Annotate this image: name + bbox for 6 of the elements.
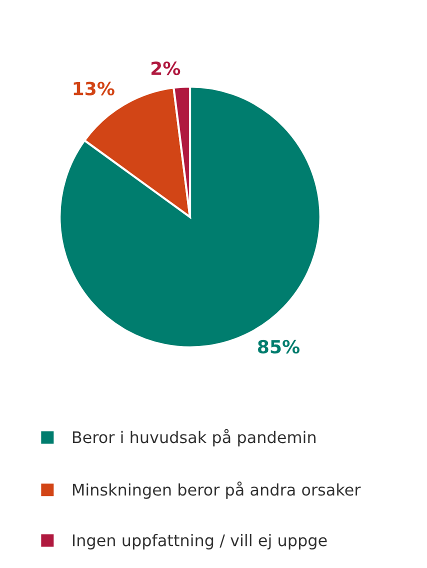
legend-label: Ingen uppfattning / vill ej uppge (72, 534, 327, 550)
data-label: 85% (258, 340, 300, 354)
legend-label: Minskningen beror på andra orsaker (72, 482, 361, 499)
legend-label: Beror i huvudsak på pandemin (72, 429, 316, 446)
data-label: 13% (74, 82, 114, 96)
data-label: 2% (152, 62, 180, 76)
